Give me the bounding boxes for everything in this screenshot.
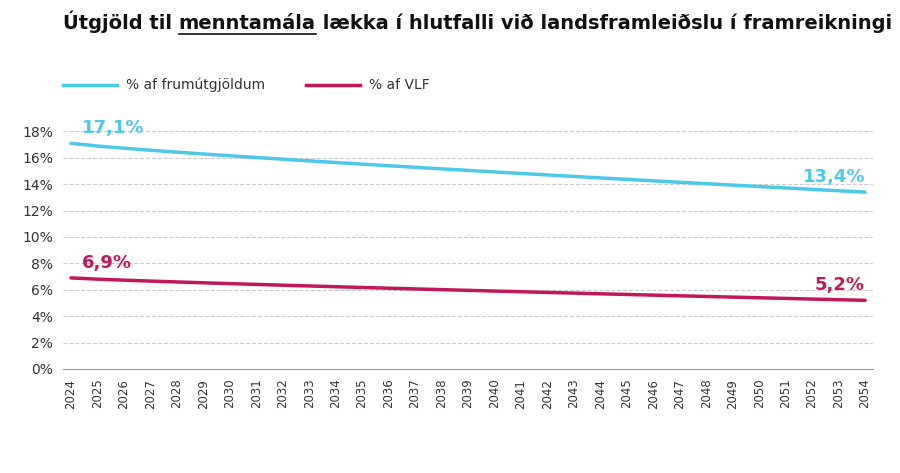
Text: menntamála: menntamála xyxy=(179,14,316,33)
Text: % af frumútgjöldum: % af frumútgjöldum xyxy=(126,78,266,92)
Text: 5,2%: 5,2% xyxy=(815,276,865,294)
Text: 13,4%: 13,4% xyxy=(803,168,865,186)
Text: % af VLF: % af VLF xyxy=(369,78,430,92)
Text: 17,1%: 17,1% xyxy=(82,119,144,137)
Text: Útgjöld til: Útgjöld til xyxy=(63,10,179,33)
Text: 6,9%: 6,9% xyxy=(82,254,131,272)
Text: lækka í hlutfalli við landsframleiðslu í framreikningi: lækka í hlutfalli við landsframleiðslu í… xyxy=(316,14,892,33)
